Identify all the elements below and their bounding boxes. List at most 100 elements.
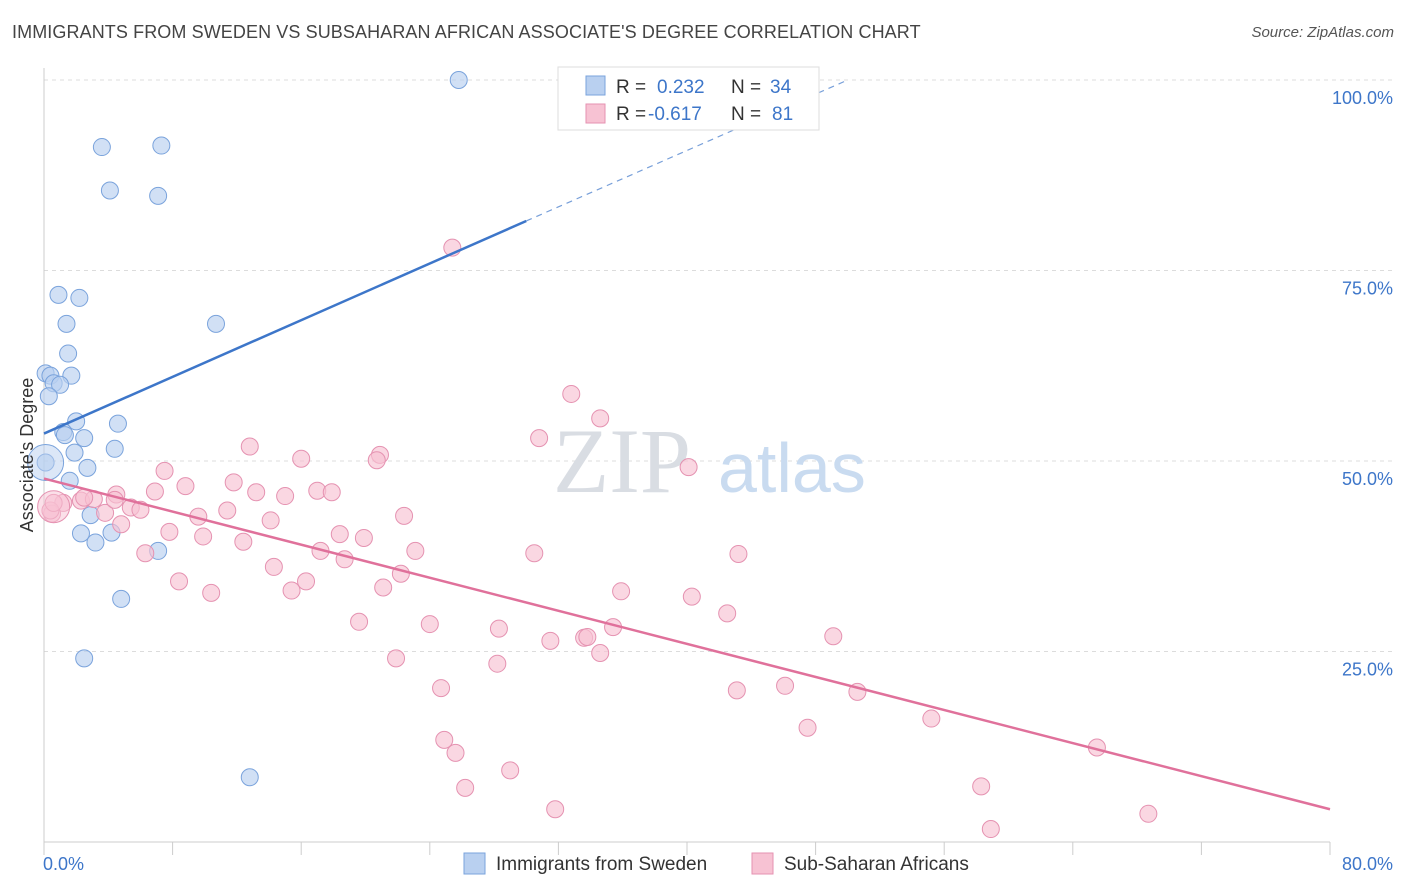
data-point (591, 644, 610, 663)
data-point (92, 138, 111, 157)
y-tick-labels: 25.0% 50.0% 75.0% 100.0% (1332, 88, 1393, 680)
watermark: ZIP atlas (553, 410, 866, 512)
data-point (218, 501, 237, 520)
data-point (1139, 804, 1158, 823)
data-point (420, 615, 439, 634)
data-point (70, 288, 89, 307)
trend-lines (43, 79, 1331, 811)
data-point (247, 483, 266, 502)
data-point (65, 443, 84, 462)
source-label: Source: ZipAtlas.com (1251, 24, 1394, 41)
data-point (224, 473, 243, 492)
series-legend: Immigrants from Sweden Sub-Saharan Afric… (463, 852, 969, 875)
data-point (330, 525, 349, 544)
data-point (981, 820, 1000, 839)
y-tick-label: 25.0% (1342, 660, 1393, 680)
watermark-atlas: atlas (718, 429, 866, 507)
legend-n-value-1: 34 (770, 77, 792, 98)
data-point (207, 314, 226, 333)
data-point (112, 515, 131, 534)
data-point (546, 800, 565, 819)
grid-lines (44, 79, 1392, 652)
series-label-africans: Sub-Saharan Africans (784, 854, 969, 875)
data-point (105, 439, 124, 458)
data-point (682, 587, 701, 606)
data-point (456, 778, 475, 797)
x-tick-min: 0.0% (43, 854, 84, 874)
data-point (367, 451, 386, 470)
data-point (679, 458, 698, 477)
data-point (55, 426, 74, 445)
data-point (578, 628, 597, 647)
data-point (145, 482, 164, 501)
data-point (234, 532, 253, 551)
data-point (297, 572, 316, 591)
data-point (75, 649, 94, 668)
legend-r-label-2: R = (616, 104, 646, 125)
data-point (75, 429, 94, 448)
data-point (152, 136, 171, 155)
data-point (972, 777, 991, 796)
chart-title: IMMIGRANTS FROM SWEDEN VS SUBSAHARAN AFR… (12, 22, 921, 42)
data-point (395, 506, 414, 525)
series-label-sweden: Immigrants from Sweden (496, 854, 707, 875)
data-point (59, 344, 78, 363)
data-point (824, 627, 843, 646)
legend-swatch-blue (585, 75, 606, 96)
trend-line-africans (43, 477, 1331, 811)
data-point (406, 541, 425, 560)
data-point (96, 503, 115, 522)
data-point (776, 676, 795, 695)
data-point (57, 314, 76, 333)
data-point (387, 649, 406, 668)
data-point (501, 761, 520, 780)
trend-line-sweden (43, 219, 527, 435)
series-swatch-sweden (463, 852, 486, 875)
legend-swatch-pink (585, 103, 606, 124)
data-point (264, 557, 283, 576)
data-point (727, 681, 746, 700)
x-tick-max: 80.0% (1342, 854, 1393, 874)
data-point (374, 578, 393, 597)
data-point (71, 524, 90, 543)
data-point (136, 544, 155, 563)
data-point (155, 461, 174, 480)
data-point (149, 186, 168, 205)
data-point (108, 414, 127, 433)
series-swatch-africans (751, 852, 774, 875)
data-point (530, 429, 549, 448)
legend-r-label-1: R = (616, 77, 646, 98)
data-point (37, 490, 71, 524)
data-point (292, 449, 311, 468)
data-point (435, 730, 454, 749)
data-point (261, 511, 280, 530)
data-point (350, 612, 369, 631)
data-point (51, 375, 70, 394)
data-point (194, 527, 213, 546)
y-tick-label: 75.0% (1342, 279, 1393, 299)
data-point (922, 709, 941, 728)
data-point (112, 589, 131, 608)
data-point (488, 654, 507, 673)
data-point (176, 477, 195, 496)
data-point (276, 487, 295, 506)
data-point (86, 533, 105, 552)
data-point (562, 384, 581, 403)
data-point (282, 581, 301, 600)
legend-n-label-1: N = (731, 77, 761, 98)
data-point (489, 619, 508, 638)
legend-r-value-2: -0.617 (648, 104, 702, 125)
data-point (612, 582, 631, 601)
data-point (432, 679, 451, 698)
data-point (240, 437, 259, 456)
legend-n-value-2: 81 (772, 104, 793, 125)
data-point (27, 444, 65, 482)
legend-r-value-1: 0.232 (657, 77, 705, 98)
watermark-zip: ZIP (553, 410, 691, 512)
data-point (240, 768, 259, 787)
data-point (39, 387, 58, 406)
data-point (591, 409, 610, 428)
y-tick-label: 100.0% (1332, 88, 1393, 108)
data-point (449, 71, 468, 89)
